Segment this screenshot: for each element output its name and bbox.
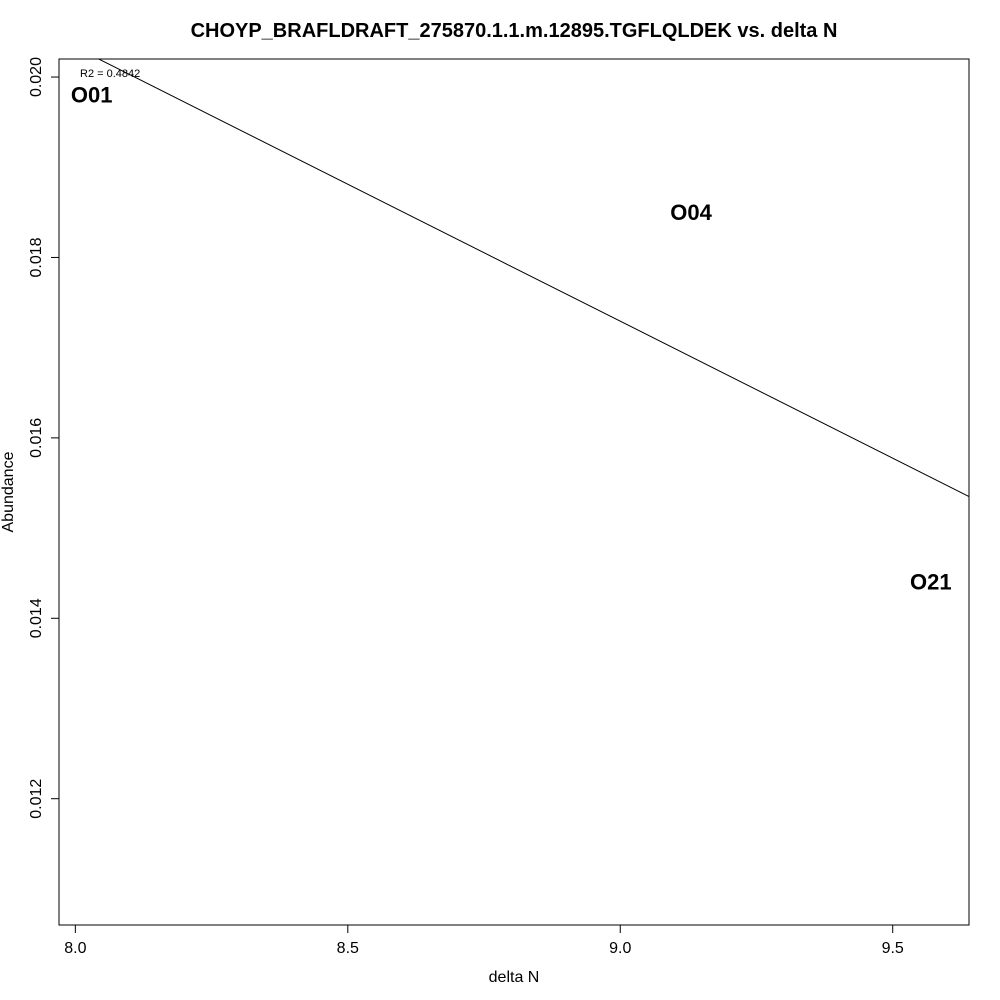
plot-frame [58, 58, 970, 926]
regression-line [97, 59, 969, 497]
y-tick-label: 0.014 [28, 598, 45, 638]
y-axis-label: Abundance [0, 451, 17, 532]
point-o04: O04 [670, 200, 712, 225]
y-tick-label: 0.018 [28, 237, 45, 277]
y-tick-label: 0.012 [28, 779, 45, 819]
r2-annotation: R2 = 0.4842 [80, 68, 140, 80]
chart-title: CHOYP_BRAFLDRAFT_275870.1.1.m.12895.TGFL… [191, 20, 838, 42]
y-tick-label: 0.020 [28, 57, 45, 97]
x-axis: 8.0 8.5 9.0 9.5 [64, 924, 904, 957]
x-tick-label: 8.5 [337, 940, 359, 957]
x-tick-label: 9.5 [882, 940, 904, 957]
x-tick-label: 9.0 [609, 940, 631, 957]
x-axis-label: delta N [489, 969, 540, 986]
y-axis: 0.012 0.014 0.016 0.018 0.020 [28, 57, 60, 819]
point-o21: O21 [910, 570, 952, 595]
plot-area: O01 O04 O21 [71, 59, 969, 595]
points-layer: O01 O04 O21 [71, 83, 952, 595]
y-tick-label: 0.016 [28, 418, 45, 458]
x-tick-label: 8.0 [64, 940, 86, 957]
point-o01: O01 [71, 83, 113, 108]
